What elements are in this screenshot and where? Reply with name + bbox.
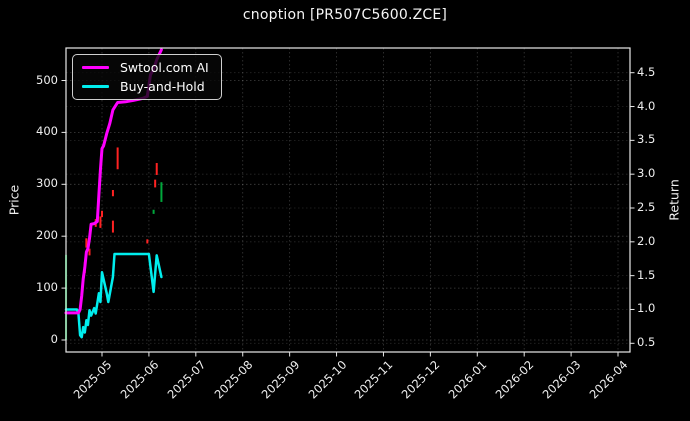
return-tick-label: 4.5 — [637, 64, 656, 79]
return-tick-label: 0.5 — [637, 335, 656, 350]
return-tick-label: 3.5 — [637, 132, 656, 147]
price-tick-label: 100 — [36, 280, 58, 295]
chart-title: cnoption [PR507C5600.ZCE] — [242, 7, 448, 23]
swtool-line-swatch — [82, 65, 109, 70]
legend-item-swtool: Swtool.com AI — [82, 60, 212, 75]
gridlines — [66, 48, 630, 352]
price-tick-label: 400 — [36, 124, 58, 139]
series-line-buy-and-hold — [64, 252, 163, 339]
price-tick-label: 200 — [36, 228, 58, 243]
return-tick-label: 1.0 — [637, 301, 656, 316]
plot-border — [65, 47, 631, 353]
legend-item-buyhold: Buy-and-Hold — [82, 79, 212, 94]
return-tick-label: 1.5 — [637, 267, 656, 282]
price-tick-label: 300 — [36, 176, 58, 191]
axis-ticks — [61, 72, 635, 357]
legend-label-swtool: Swtool.com AI — [120, 60, 209, 75]
return-tick-label: 2.5 — [637, 200, 656, 214]
y-axis-label-return: Return — [666, 179, 682, 221]
price-tick-label: 0 — [50, 332, 58, 346]
price-tick-label: 500 — [36, 72, 58, 87]
return-tick-label: 2.0 — [637, 233, 656, 248]
return-tick-label: 3.0 — [637, 166, 656, 181]
legend-label-buyhold: Buy-and-Hold — [120, 79, 205, 94]
legend: Swtool.com AI Buy-and-Hold — [72, 54, 222, 100]
return-tick-label: 4.0 — [637, 98, 656, 113]
buyhold-line-swatch — [82, 84, 109, 89]
